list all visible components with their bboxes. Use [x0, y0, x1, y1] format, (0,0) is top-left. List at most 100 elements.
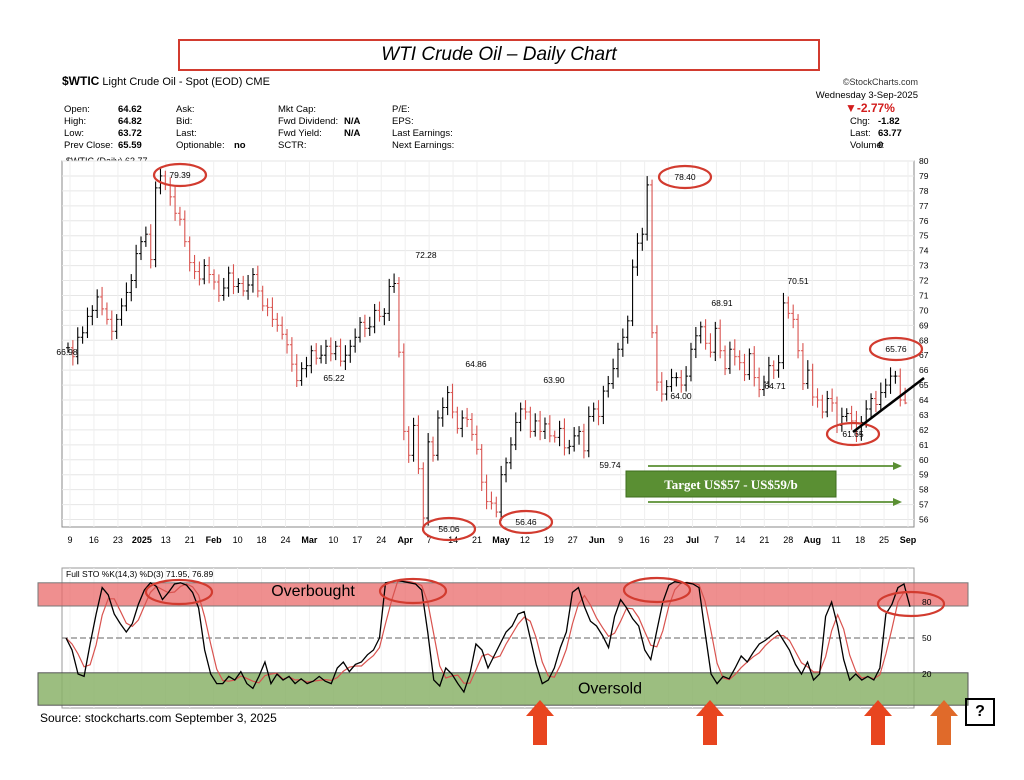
stoch-y-tick-label: 80 — [922, 597, 932, 607]
price-y-tick-label: 70 — [919, 305, 929, 315]
price-annotation: 64.71 — [764, 381, 786, 391]
x-tick-label: 10 — [328, 535, 338, 545]
quote-col-2: Ask: Bid: Last: Optionable: no — [176, 104, 246, 151]
price-y-tick-label: 66 — [919, 365, 929, 375]
highlight-circle — [876, 590, 946, 618]
up-arrow-icon — [864, 700, 892, 745]
oversold-zone — [37, 672, 969, 706]
target-box — [625, 470, 837, 498]
x-tick-label: 7 — [714, 535, 719, 545]
price-annotation: 56.46 — [515, 517, 537, 527]
brand-label: ©StockCharts.com — [842, 77, 918, 87]
up-arrow-icon — [526, 700, 554, 745]
x-tick-label: 17 — [352, 535, 362, 545]
highlight-circle — [378, 577, 448, 605]
price-annotation: 64.86 — [465, 359, 487, 369]
quote-col-4: P/E: EPS: Last Earnings: Next Earnings: — [392, 104, 455, 151]
x-tick-label: Aug — [803, 535, 821, 545]
x-tick-label: 18 — [855, 535, 865, 545]
x-tick-label: 14 — [735, 535, 745, 545]
price-annotation: 78.40 — [674, 172, 696, 182]
price-annotation: 68.91 — [711, 298, 733, 308]
quote-date: Wednesday 3-Sep-2025 — [815, 90, 918, 101]
price-y-tick-label: 64 — [919, 395, 929, 405]
stoch-y-tick-label: 50 — [922, 633, 932, 643]
price-y-tick-label: 62 — [919, 425, 929, 435]
exchange: CME — [245, 76, 270, 88]
x-tick-label: 16 — [640, 535, 650, 545]
price-y-tick-label: 75 — [919, 231, 929, 241]
x-tick-label: Mar — [301, 535, 318, 545]
chart-title: WTI Crude Oil – Daily Chart — [178, 39, 820, 71]
x-tick-label: Feb — [206, 535, 223, 545]
x-tick-label: 18 — [257, 535, 267, 545]
stoch-k-line — [65, 579, 911, 694]
up-arrow-icon — [696, 700, 724, 745]
x-tick-label: 25 — [879, 535, 889, 545]
highlight-circle — [825, 421, 881, 447]
price-y-tick-label: 65 — [919, 380, 929, 390]
price-y-tick-label: 58 — [919, 485, 929, 495]
symbol-header: $WTIC Light Crude Oil - Spot (EOD) CME — [62, 74, 270, 88]
quote-col-3: Mkt Cap: Fwd Dividend: N/A Fwd Yield: N/A … — [278, 104, 361, 151]
price-y-tick-label: 69 — [919, 320, 929, 330]
price-y-tick-label: 56 — [919, 515, 929, 525]
arrowhead-icon — [893, 462, 902, 470]
x-tick-label: 10 — [233, 535, 243, 545]
price-y-tick-label: 78 — [919, 186, 929, 196]
x-tick-label: 2025 — [132, 535, 152, 545]
price-y-tick-label: 63 — [919, 410, 929, 420]
price-annotation: 72.28 — [415, 250, 437, 260]
x-tick-label: 12 — [520, 535, 530, 545]
x-tick-label: 24 — [280, 535, 290, 545]
source-note: Source: stockcharts.com September 3, 202… — [40, 711, 277, 725]
price-y-tick-label: 80 — [919, 156, 929, 166]
price-annotation: 59.74 — [599, 460, 621, 470]
price-y-tick-label: 77 — [919, 201, 929, 211]
x-tick-label: 9 — [618, 535, 623, 545]
quote-col-5: Chg: -1.82 Last: 63.77 Volume:0 — [850, 116, 902, 151]
highlight-circle — [868, 336, 924, 362]
target-label: Target US$57 - US$59/b — [664, 477, 798, 492]
x-tick-label: Jul — [686, 535, 699, 545]
price-y-tick-label: 68 — [919, 335, 929, 345]
price-y-tick-label: 74 — [919, 246, 929, 256]
x-tick-label: Sep — [900, 535, 917, 545]
stoch-d-line — [65, 580, 911, 684]
x-tick-label: 13 — [161, 535, 171, 545]
price-y-tick-label: 61 — [919, 440, 929, 450]
stochastic-title: Full STO %K(14,3) %D(3) 71.95, 76.89 — [66, 569, 214, 579]
highlight-circle — [152, 162, 208, 188]
x-tick-label: 28 — [783, 535, 793, 545]
x-tick-label: 16 — [89, 535, 99, 545]
arrowhead-icon — [893, 498, 902, 506]
x-tick-label: 21 — [185, 535, 195, 545]
x-tick-label: Jun — [589, 535, 605, 545]
question-box: ? — [965, 698, 995, 726]
highlight-circle — [144, 578, 214, 606]
price-y-tick-label: 67 — [919, 350, 929, 360]
price-annotation: 70.51 — [787, 276, 809, 286]
quote-col-1: Open: 64.62 High: 64.82 Low: 63.72 Prev Clo… — [64, 104, 142, 151]
x-tick-label: 24 — [376, 535, 386, 545]
overbought-zone — [37, 582, 969, 607]
overbought-label: Overbought — [271, 583, 355, 600]
highlight-circle — [657, 164, 713, 190]
oversold-label: Oversold — [578, 680, 642, 697]
support-trendline — [852, 377, 925, 433]
price-annotation: 65.22 — [323, 373, 345, 383]
x-tick-label: 7 — [427, 535, 432, 545]
price-annotation: 66.98 — [56, 347, 78, 357]
change-percent: ▼-2.77% — [845, 101, 895, 115]
price-y-tick-label: 73 — [919, 261, 929, 271]
up-arrow-icon — [930, 700, 958, 745]
highlight-circle — [498, 509, 554, 535]
price-y-tick-label: 57 — [919, 500, 929, 510]
x-tick-label: 27 — [568, 535, 578, 545]
x-tick-label: 9 — [67, 535, 72, 545]
price-annotation: 79.39 — [169, 170, 191, 180]
x-tick-label: 21 — [472, 535, 482, 545]
x-tick-label: 23 — [664, 535, 674, 545]
highlight-circle — [622, 576, 692, 604]
